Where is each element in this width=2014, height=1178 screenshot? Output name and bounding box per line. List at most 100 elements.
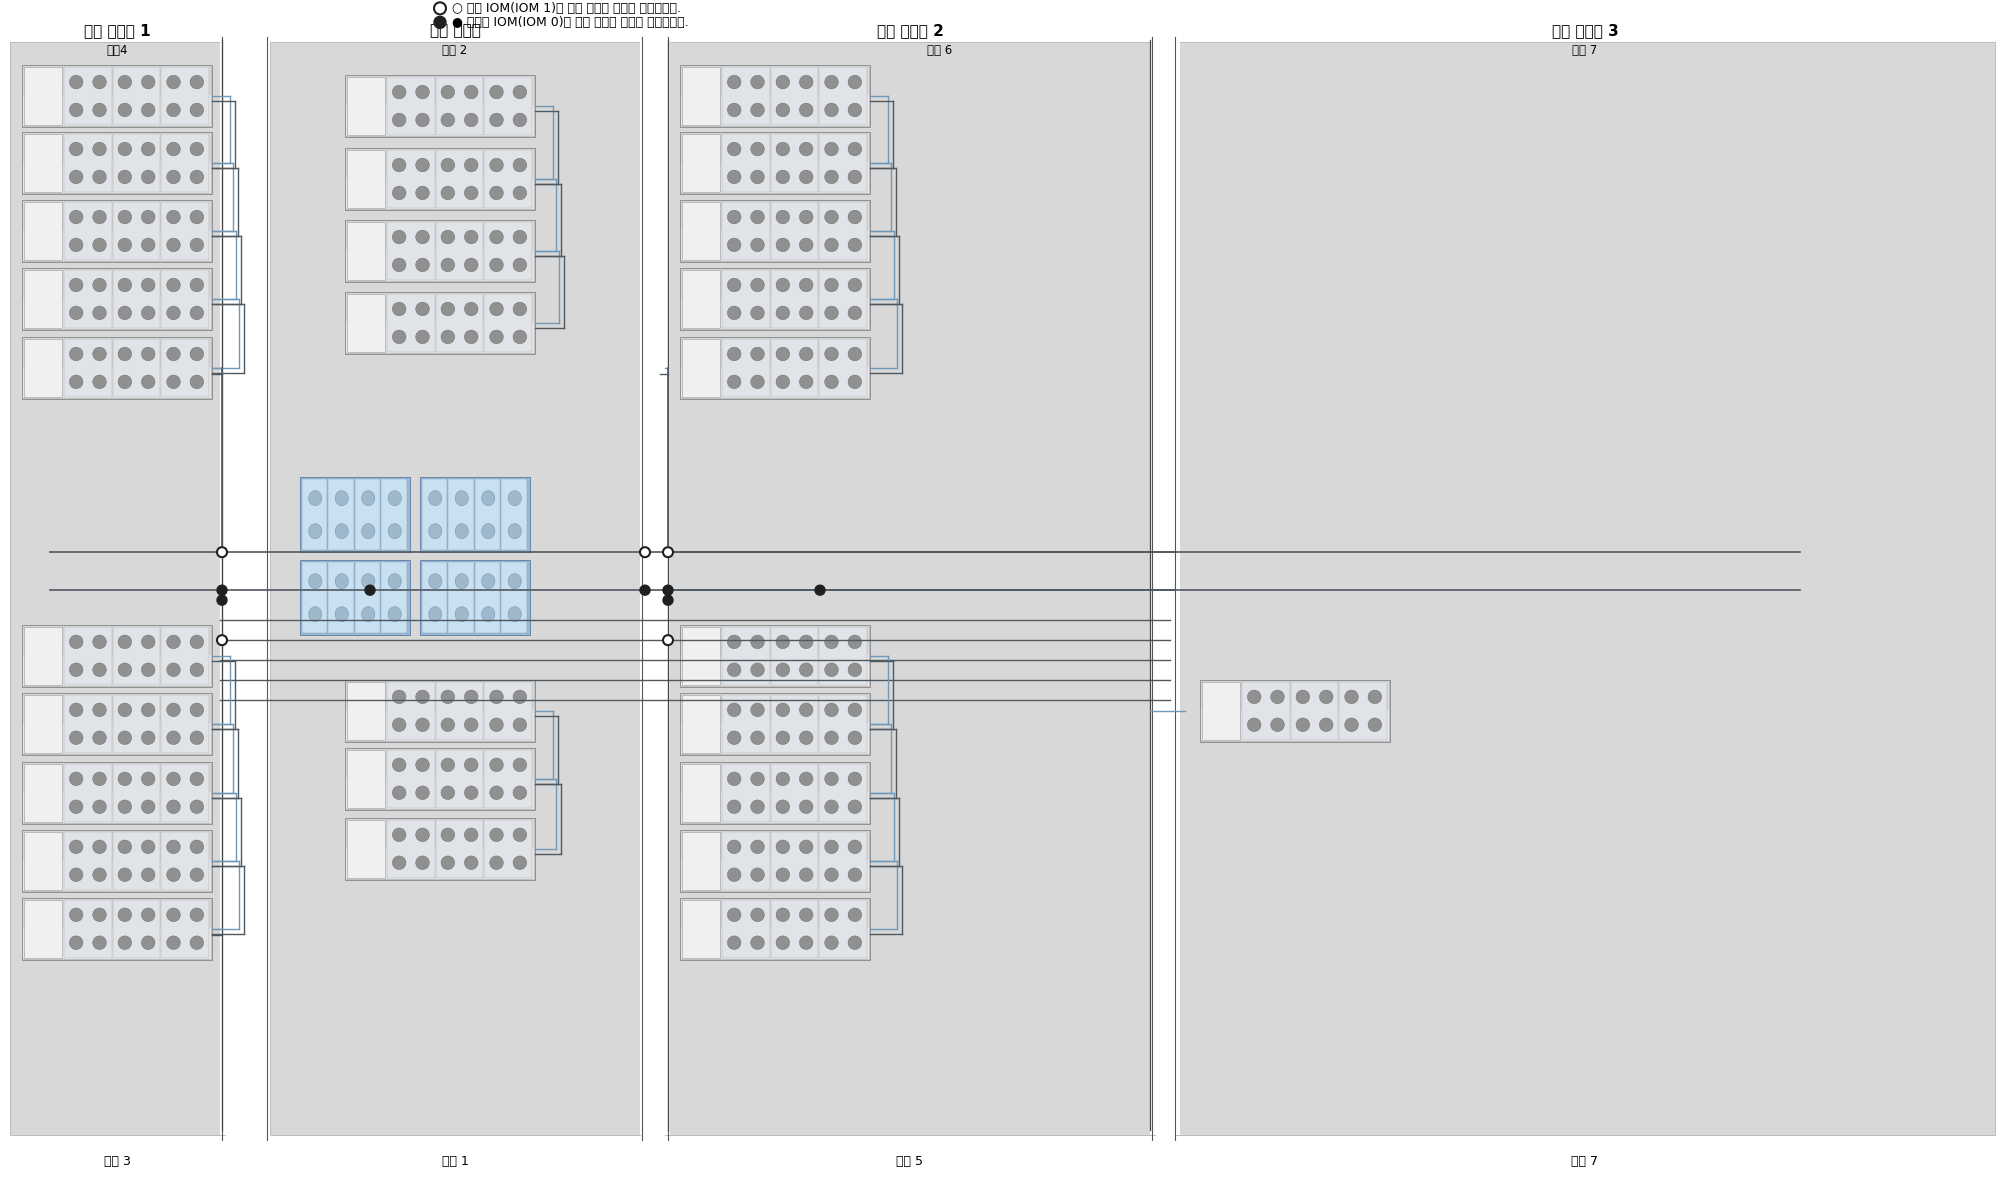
Bar	[161, 134, 209, 192]
Ellipse shape	[514, 717, 526, 732]
Bar	[721, 134, 769, 192]
Ellipse shape	[800, 772, 812, 786]
Ellipse shape	[441, 856, 455, 869]
Bar	[344, 292, 536, 355]
Bar	[679, 269, 870, 330]
Bar	[381, 562, 407, 633]
Bar	[354, 479, 381, 550]
Bar	[681, 832, 868, 861]
Bar	[22, 899, 211, 929]
Ellipse shape	[93, 104, 107, 117]
Bar	[820, 900, 866, 958]
Bar	[769, 900, 818, 958]
Ellipse shape	[463, 113, 477, 127]
Bar	[22, 655, 211, 686]
Ellipse shape	[727, 772, 741, 786]
Text: 기본 캐비넻: 기본 캐비넻	[429, 22, 479, 38]
Bar	[449, 562, 473, 633]
Ellipse shape	[751, 375, 763, 389]
Ellipse shape	[393, 757, 405, 772]
Ellipse shape	[489, 258, 504, 272]
Ellipse shape	[848, 306, 862, 319]
Bar	[64, 900, 111, 958]
Circle shape	[218, 585, 228, 595]
Bar	[665, 42, 1154, 1136]
Ellipse shape	[800, 75, 812, 88]
Ellipse shape	[415, 330, 429, 344]
Text: 확장 캐비넻 2: 확장 캐비넻 2	[876, 22, 943, 38]
Ellipse shape	[848, 375, 862, 389]
Bar	[22, 693, 211, 755]
Ellipse shape	[415, 757, 429, 772]
Bar	[721, 900, 769, 958]
Ellipse shape	[1247, 690, 1261, 703]
Bar	[681, 900, 719, 958]
Ellipse shape	[68, 663, 83, 676]
Bar	[681, 230, 868, 262]
Bar	[681, 201, 868, 231]
Ellipse shape	[141, 210, 155, 224]
Bar	[681, 203, 719, 260]
Bar	[1150, 42, 1180, 1136]
Bar	[24, 765, 62, 822]
Ellipse shape	[800, 635, 812, 649]
Ellipse shape	[68, 75, 83, 88]
Ellipse shape	[775, 663, 789, 676]
Ellipse shape	[415, 230, 429, 244]
Ellipse shape	[415, 690, 429, 703]
Ellipse shape	[393, 717, 405, 732]
Bar	[475, 479, 499, 550]
Bar	[681, 627, 719, 686]
Ellipse shape	[308, 607, 322, 622]
Bar	[483, 750, 532, 808]
Ellipse shape	[824, 170, 838, 184]
Ellipse shape	[119, 238, 131, 252]
Ellipse shape	[415, 828, 429, 841]
Ellipse shape	[93, 908, 107, 921]
Ellipse shape	[514, 186, 526, 200]
Bar	[721, 270, 769, 329]
Ellipse shape	[441, 690, 455, 703]
Ellipse shape	[848, 143, 862, 155]
Ellipse shape	[800, 935, 812, 949]
Ellipse shape	[441, 330, 455, 344]
Ellipse shape	[68, 278, 83, 292]
Bar	[161, 339, 209, 397]
Bar	[22, 626, 211, 687]
Bar	[24, 900, 62, 958]
Bar	[381, 479, 407, 550]
Bar	[22, 627, 211, 656]
Ellipse shape	[824, 75, 838, 88]
Ellipse shape	[68, 238, 83, 252]
Ellipse shape	[848, 732, 862, 744]
Ellipse shape	[68, 635, 83, 649]
Ellipse shape	[68, 800, 83, 814]
Bar	[435, 151, 483, 209]
Bar	[24, 627, 62, 686]
Ellipse shape	[775, 840, 789, 854]
Ellipse shape	[800, 278, 812, 292]
Ellipse shape	[141, 908, 155, 921]
Ellipse shape	[119, 210, 131, 224]
Bar	[769, 203, 818, 260]
Ellipse shape	[1295, 690, 1309, 703]
Bar	[679, 132, 870, 194]
Bar	[1202, 682, 1239, 740]
Ellipse shape	[800, 375, 812, 389]
Bar	[270, 42, 640, 1136]
Ellipse shape	[1319, 690, 1333, 703]
Ellipse shape	[93, 143, 107, 155]
Ellipse shape	[751, 306, 763, 319]
Ellipse shape	[489, 786, 504, 800]
Bar	[435, 682, 483, 740]
Ellipse shape	[800, 143, 812, 155]
Bar	[346, 105, 534, 137]
Bar	[22, 763, 211, 793]
Ellipse shape	[751, 238, 763, 252]
Bar	[22, 860, 211, 891]
Circle shape	[640, 585, 651, 595]
Ellipse shape	[189, 375, 203, 389]
Ellipse shape	[848, 348, 862, 360]
Ellipse shape	[463, 690, 477, 703]
Ellipse shape	[93, 170, 107, 184]
